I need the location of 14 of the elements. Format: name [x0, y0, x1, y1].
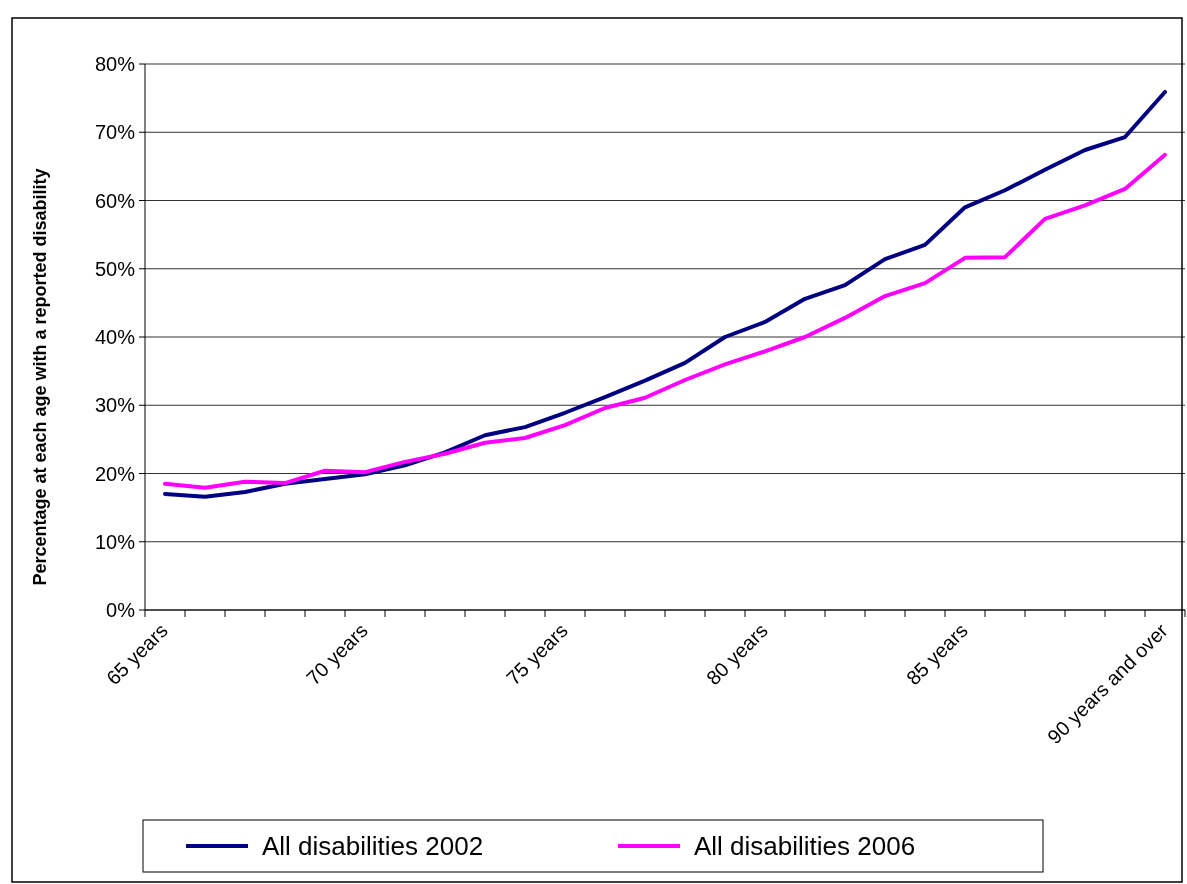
legend-label: All disabilities 2006	[694, 831, 916, 862]
y-tick-label: 80%	[94, 53, 136, 75]
legend-label: All disabilities 2002	[262, 831, 484, 862]
y-tick-label: 0%	[106, 599, 136, 621]
y-tick-label: 20%	[94, 462, 136, 485]
y-tick-label: 40%	[94, 326, 136, 348]
y-tick-label: 30%	[94, 394, 136, 417]
y-axis-title: Percentage at each age with a reported disability	[30, 168, 50, 586]
line-series	[163, 89, 1167, 499]
y-tick-label: 60%	[94, 189, 136, 212]
y-tick-label: 10%	[94, 530, 136, 553]
line-series	[163, 152, 1167, 490]
y-tick-label: 50%	[94, 257, 136, 280]
y-tick-label: 70%	[94, 121, 136, 144]
